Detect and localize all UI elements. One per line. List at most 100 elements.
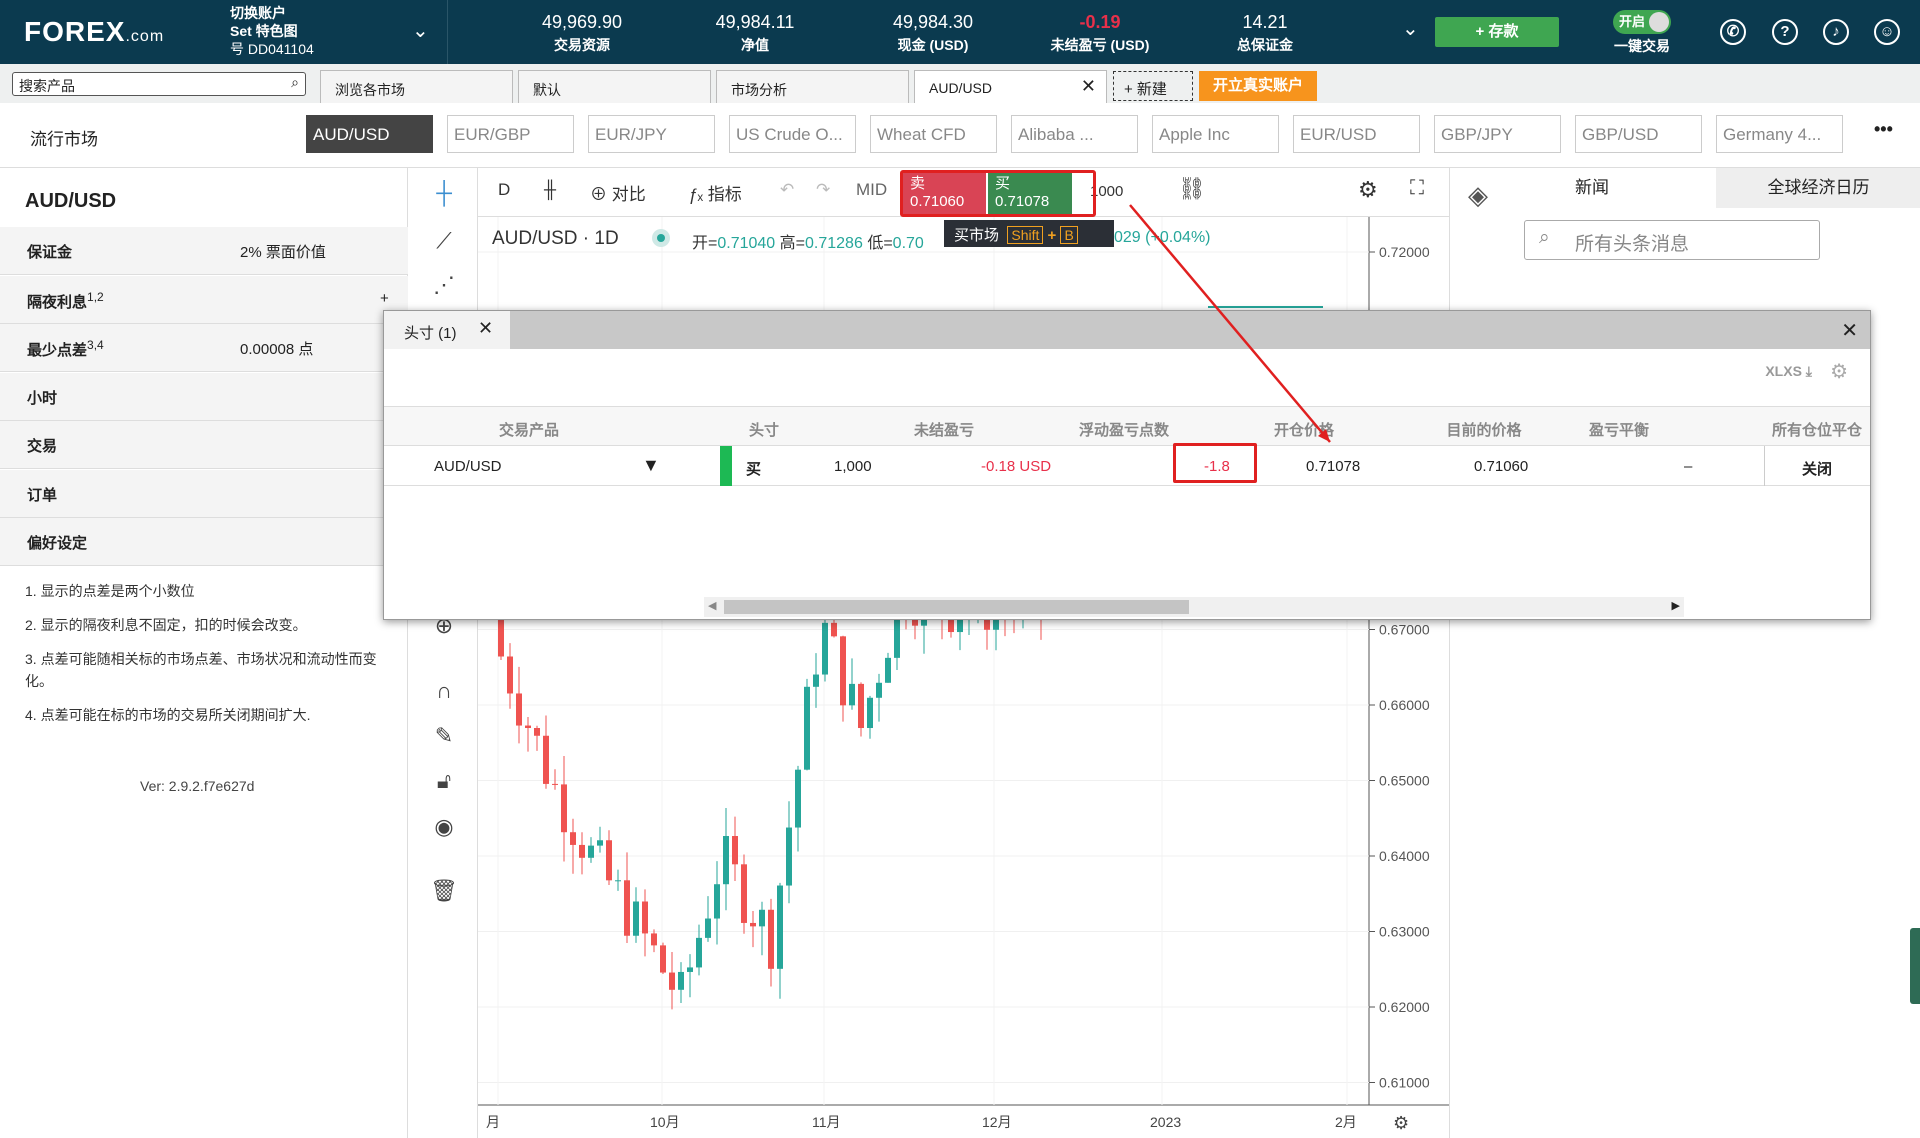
expand-triangle-icon[interactable]: ▼ — [642, 455, 660, 475]
deposit-button[interactable]: + 存款 — [1435, 17, 1559, 47]
column-header[interactable]: 目前的价格 — [1446, 422, 1522, 439]
column-header[interactable]: 所有仓位平仓 — [1771, 422, 1862, 439]
x-tick-label: 月 — [486, 1114, 500, 1130]
trendline-icon[interactable]: ⟋ — [436, 228, 452, 253]
info-row[interactable]: 小时 — [0, 372, 408, 421]
close-icon[interactable]: ✕ — [478, 318, 494, 338]
undo-icon[interactable]: ↶ — [780, 180, 795, 199]
price-mode[interactable]: MID — [856, 180, 888, 199]
quantity-field[interactable]: 1000 — [1090, 183, 1124, 200]
column-header[interactable]: 浮动盈亏点数 — [1078, 422, 1169, 439]
column-header[interactable]: 开仓价格 — [1273, 422, 1334, 439]
tab-market-analysis[interactable]: 市场分析 — [716, 70, 909, 103]
one-click-trading-toggle[interactable]: 开启 一键交易 — [1606, 10, 1678, 56]
side-handle[interactable] — [1910, 928, 1920, 1004]
stat-margin: 14.21 总保证金 — [1237, 12, 1293, 53]
candle-body — [705, 918, 711, 938]
table-row[interactable]: AUD/USD ▼ 买 1,000 -0.18 USD -1.8 0.71078… — [384, 446, 1870, 486]
horizontal-scrollbar[interactable]: ◀ ▶ — [704, 597, 1684, 617]
market-button[interactable]: Germany 4... — [1716, 115, 1843, 153]
market-button[interactable]: GBP/USD — [1575, 115, 1702, 153]
market-button[interactable]: EUR/GBP — [447, 115, 574, 153]
buy-button[interactable]: 买 0.71078 — [988, 173, 1072, 214]
redo-icon[interactable]: ↷ — [816, 180, 831, 199]
buy-indicator — [720, 446, 732, 486]
candle-body — [957, 618, 963, 633]
row-label: 订单 — [27, 486, 58, 504]
tab-news[interactable]: 新闻 — [1575, 178, 1609, 197]
sell-button[interactable]: 卖 0.71060 — [903, 173, 986, 214]
candle-body — [858, 683, 864, 729]
row-label: 偏好设定 — [27, 535, 88, 552]
bell-icon[interactable]: ♪ — [1823, 19, 1849, 45]
column-header[interactable]: 盈亏平衡 — [1588, 422, 1649, 439]
tab-economic-calendar[interactable]: 全球经济日历 — [1716, 168, 1920, 208]
close-position-button[interactable]: 关闭 — [1801, 461, 1832, 478]
settings-icon[interactable]: ⚙ — [1830, 361, 1848, 383]
new-tab-button[interactable]: + 新建 — [1113, 71, 1193, 101]
open-real-account-button[interactable]: 开立真实账户 — [1199, 71, 1317, 101]
tab-browse-markets[interactable]: 浏览各市场 — [320, 70, 513, 103]
chevron-down-icon[interactable]: ⌄ — [412, 20, 429, 42]
settings-icon[interactable]: ⚙ — [1358, 177, 1378, 202]
forex-logo: FOREX.com — [24, 16, 165, 47]
more-icon[interactable]: ••• — [1874, 119, 1893, 139]
candle-body — [894, 597, 900, 658]
market-button[interactable]: EUR/JPY — [588, 115, 715, 153]
market-button[interactable]: Apple Inc — [1152, 115, 1279, 153]
chevron-down-icon[interactable]: ⌄ — [1402, 18, 1419, 40]
pitchfork-icon[interactable]: ⋰ — [433, 272, 455, 297]
magnet-icon[interactable]: ∩ — [436, 678, 452, 703]
trash-icon[interactable]: 🗑︎ — [430, 878, 458, 903]
tab-audusd[interactable]: AUD/USD ✕ — [914, 70, 1107, 103]
market-button[interactable]: Wheat CFD — [870, 115, 997, 153]
fullscreen-icon[interactable]: ⛶ — [1410, 177, 1424, 199]
product-search-input[interactable]: 搜索产品 ⌕ — [12, 72, 306, 96]
popular-markets: 流行市场 AUD/USD EUR/GBP EUR/JPY US Crude O... W… — [0, 103, 1920, 168]
market-button[interactable]: GBP/JPY — [1434, 115, 1561, 153]
chart-settings-icon[interactable]: ⚙ — [1393, 1113, 1409, 1133]
y-tick-label: 0.65000 — [1379, 773, 1430, 789]
crosshair-icon[interactable]: ┼ — [436, 180, 452, 205]
info-row[interactable]: 订单 — [0, 469, 408, 518]
indicators-button[interactable]: ƒₓ 指标 — [688, 185, 742, 204]
help-icon[interactable]: ? — [1772, 19, 1798, 45]
ohlc-readout: 开=0.71040 高=0.71286 低=0.70 — [692, 235, 924, 252]
phone-icon[interactable]: ✆ — [1720, 19, 1746, 45]
x-tick-label: 10月 — [650, 1114, 680, 1130]
info-row[interactable]: 偏好设定 — [0, 518, 408, 566]
column-header[interactable]: 交易产品 — [498, 422, 559, 439]
side-cell: 买 — [746, 461, 762, 478]
link-icon[interactable]: ⛓︎ — [1178, 176, 1206, 201]
candle-type-icon[interactable]: ╫ — [544, 180, 557, 199]
close-icon[interactable]: ✕ — [1080, 76, 1096, 96]
row-value: 0.00008 点 — [240, 341, 314, 358]
tab-positions[interactable]: 头寸 (1) ✕ — [384, 311, 510, 349]
candle-body — [714, 884, 720, 919]
eye-icon[interactable]: ◉ — [434, 814, 454, 839]
interval-button[interactable]: D — [498, 180, 511, 199]
news-search-input[interactable]: ⌕ 所有头条消息 — [1524, 220, 1820, 260]
pips-highlight — [1173, 443, 1257, 483]
market-button[interactable]: Alibaba ... — [1011, 115, 1138, 153]
close-panel-icon[interactable]: ✕ — [1841, 320, 1858, 342]
column-header[interactable]: 未结盈亏 — [913, 422, 974, 439]
info-row[interactable]: 交易 — [0, 421, 408, 469]
lock-icon[interactable]: 🔓︎ — [436, 768, 452, 793]
market-button[interactable]: US Crude O... — [729, 115, 856, 153]
compare-button[interactable]: ⊕ 对比 — [590, 185, 646, 204]
column-header[interactable]: 头寸 — [748, 422, 779, 439]
drawing-toolbar: ┼ ⟋ ⋰ ⊕ ∩ ✎ 🔓︎ ◉ 🗑︎ — [408, 168, 478, 1138]
layers-icon[interactable]: ◈ — [1468, 180, 1488, 210]
user-icon[interactable]: ☺ — [1874, 19, 1900, 45]
open-price-cell: 0.71078 — [1306, 458, 1361, 475]
account-switcher[interactable]: 切换账户 Set 特色图号 DD041104 — [230, 5, 314, 57]
pencil-lock-icon[interactable]: ✎ — [434, 723, 454, 748]
candle-body — [876, 682, 882, 698]
market-button[interactable]: AUD/USD — [306, 115, 433, 153]
x-tick-label: 2月 — [1335, 1114, 1357, 1130]
tab-default[interactable]: 默认 — [518, 70, 711, 103]
current-price-cell: 0.71060 — [1474, 458, 1529, 475]
market-button[interactable]: EUR/USD — [1293, 115, 1420, 153]
export-xlsx-button[interactable]: XLXS ⤓ — [1765, 363, 1812, 379]
